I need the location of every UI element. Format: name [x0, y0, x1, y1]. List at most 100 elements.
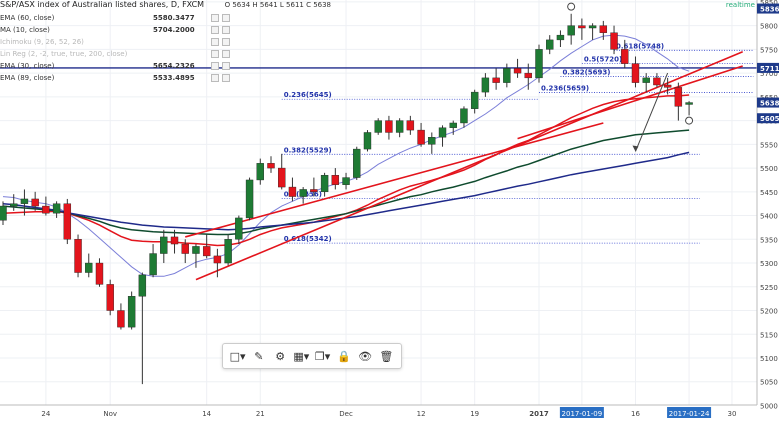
fib-level-label: 0.382(5529): [284, 146, 332, 154]
y-tick-label: 5550: [760, 141, 778, 149]
price-tag-label: 5605: [760, 115, 779, 123]
x-tick-label: 24: [41, 410, 50, 418]
y-tick-label: 5450: [760, 189, 778, 197]
close-icon[interactable]: [222, 62, 230, 70]
realtime-label: realtime: [725, 1, 755, 9]
legend-row[interactable]: EMA (60, close) 5580.3477: [0, 12, 230, 24]
chart-header: S&P/ASX index of Australian listed share…: [0, 0, 331, 9]
legend-row[interactable]: MA (10, close) 5704.2000: [0, 24, 230, 36]
candle-body: [653, 77, 661, 86]
candle-body: [74, 239, 82, 273]
candle-body: [331, 174, 340, 185]
candle-body: [631, 63, 640, 83]
candle-body: [310, 189, 318, 193]
x-tick-label: 21: [256, 410, 265, 418]
candle-body: [449, 122, 457, 128]
eye-icon[interactable]: 👁: [358, 349, 373, 363]
candle-body: [470, 91, 479, 109]
settings-icon[interactable]: [211, 74, 219, 82]
candle-body: [363, 132, 372, 150]
y-tick-label: 5700: [760, 70, 778, 78]
lock-icon[interactable]: 🔒: [337, 349, 351, 363]
y-tick-label: 5800: [760, 23, 778, 31]
fib-level-label: 0.618(5342): [284, 235, 332, 243]
candle-body: [599, 25, 608, 33]
candle-body: [95, 262, 104, 285]
candle-body: [10, 203, 18, 207]
price-tag: [757, 113, 779, 124]
drawing-toolbar: □▾ ✎ ⚙ ▦▾ ❐▾ 🔒 👁 🗑: [222, 343, 402, 369]
settings-icon[interactable]: [211, 14, 219, 22]
candle-body: [385, 120, 393, 133]
legend-row[interactable]: Lin Reg (2, -2, true, true, 200, close): [0, 48, 230, 60]
candle-body: [127, 296, 136, 328]
close-icon[interactable]: [222, 50, 230, 58]
candle-body: [513, 68, 522, 74]
gear-icon[interactable]: ⚙: [275, 349, 286, 363]
candle-body: [503, 68, 511, 83]
close-icon[interactable]: [222, 14, 230, 22]
close-icon[interactable]: [222, 26, 230, 34]
fib-level-label: 0.618(5748): [616, 42, 664, 50]
layers-icon[interactable]: ▦▾: [293, 349, 310, 363]
price-tag-label: 5836: [760, 6, 779, 14]
candle-body: [588, 25, 597, 29]
candle-body: [288, 186, 297, 197]
x-tick-label: 12: [417, 410, 426, 418]
candle-body: [567, 25, 575, 36]
y-tick-label: 5850: [760, 0, 778, 7]
legend-name: EMA (60, close): [0, 14, 55, 22]
candle-body: [106, 284, 114, 311]
candle-body: [149, 253, 157, 276]
settings-icon[interactable]: [211, 38, 219, 46]
candle-body: [160, 236, 168, 254]
x-tick-label: 16: [631, 410, 640, 418]
copy-icon[interactable]: ❐▾: [314, 349, 331, 363]
legend-row[interactable]: Ichimoku (9, 26, 52, 26): [0, 36, 230, 48]
candle-body: [342, 177, 350, 185]
y-tick-label: 5300: [760, 260, 778, 268]
candle-body: [0, 205, 7, 221]
legend-value: 5704.2000: [153, 26, 195, 34]
y-tick-label: 5050: [760, 379, 778, 387]
x-tick-label: 14: [202, 410, 211, 418]
candle-body: [299, 189, 307, 197]
candle-body: [524, 72, 532, 79]
x-tick-label: 2017-01-09: [562, 410, 603, 418]
candle-body: [278, 167, 286, 188]
legend-value: 5533.4895: [153, 74, 195, 82]
y-tick-label: 5200: [760, 308, 778, 316]
y-tick-label: 5500: [760, 165, 778, 173]
close-icon[interactable]: [222, 74, 230, 82]
brush-icon[interactable]: ✎: [254, 349, 264, 363]
settings-icon[interactable]: [211, 26, 219, 34]
trash-icon[interactable]: 🗑: [379, 349, 394, 363]
candle-body: [685, 102, 693, 105]
candle-body: [202, 246, 211, 257]
arrow-line: [635, 72, 669, 152]
y-tick-label: 5250: [760, 284, 778, 292]
candle-body: [535, 49, 543, 79]
candle-body: [556, 34, 565, 41]
close-icon[interactable]: [222, 38, 230, 46]
candle-body: [138, 274, 147, 297]
candle-body: [438, 127, 447, 138]
indicator-legend: EMA (60, close) 5580.3477 MA (10, close)…: [0, 12, 230, 84]
candle-body: [267, 163, 275, 169]
frame-icon[interactable]: □▾: [229, 349, 246, 363]
settings-icon[interactable]: [211, 50, 219, 58]
price-tag: [757, 3, 779, 14]
legend-row[interactable]: EMA (89, close) 5533.4895: [0, 72, 230, 84]
ohlc-readout: O 5634 H 5641 L 5611 C 5638: [224, 1, 332, 9]
arrow-head: [632, 145, 639, 152]
legend-name: EMA (30, close): [0, 62, 55, 70]
candle-body: [546, 39, 554, 50]
y-tick-label: 5400: [760, 213, 778, 221]
settings-icon[interactable]: [211, 62, 219, 70]
candle-body: [320, 174, 329, 193]
x-tick-label: 2017: [529, 410, 549, 418]
legend-name: Lin Reg (2, -2, true, true, 200, close): [0, 50, 128, 58]
legend-row[interactable]: EMA (30, close) 5654.2326: [0, 60, 230, 72]
series-line: [2, 129, 690, 236]
